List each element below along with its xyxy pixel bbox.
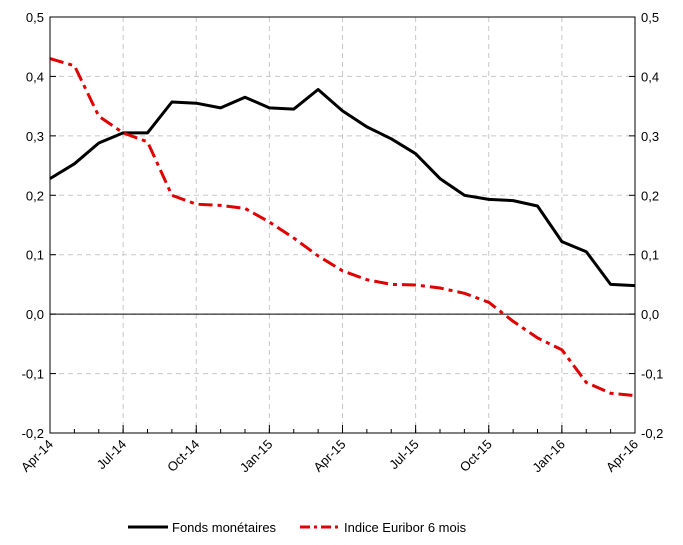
y-axis-left-labels: 0,5 0,4 0,3 0,2 0,1 0,0 -0,1 -0,2 — [22, 10, 44, 441]
y-tick-label-right: -0,2 — [641, 426, 663, 441]
y-tick-label-left: 0,2 — [26, 188, 44, 203]
x-tick-label: Oct-15 — [457, 437, 495, 475]
y-tick-label-left: 0,1 — [26, 248, 44, 263]
x-tick-label: Apr-15 — [310, 437, 348, 475]
y-tick-label-right: 0,3 — [641, 129, 659, 144]
y-tick-label-right: 0,1 — [641, 248, 659, 263]
y-tick-label-left: 0,4 — [26, 69, 44, 84]
axis-ticks — [49, 16, 636, 434]
y-tick-label-right: 0,2 — [641, 188, 659, 203]
legend-label-0: Fonds monétaires — [172, 520, 277, 535]
y-axis-right-labels: 0,5 0,4 0,3 0,2 0,1 0,0 -0,1 -0,2 — [641, 10, 663, 441]
y-tick-label-left: 0,0 — [26, 307, 44, 322]
x-tick-label: Jul-15 — [386, 437, 422, 473]
y-tick-label-right: 0,4 — [641, 69, 659, 84]
legend-label-1: Indice Euribor 6 mois — [344, 520, 467, 535]
x-tick-label: Jan-16 — [529, 437, 568, 476]
legend: Fonds monétaires Indice Euribor 6 mois — [128, 520, 467, 535]
x-tick-label: Jan-15 — [237, 437, 276, 476]
y-tick-label-left: -0,2 — [22, 426, 44, 441]
x-tick-label: Jul-14 — [94, 437, 130, 473]
y-tick-label-right: 0,5 — [641, 10, 659, 25]
x-tick-label: Oct-14 — [164, 437, 202, 475]
y-tick-label-left: 0,5 — [26, 10, 44, 25]
series-line-0 — [49, 88, 636, 288]
y-tick-label-right: 0,0 — [641, 307, 659, 322]
y-tick-label-left: -0,1 — [22, 367, 44, 382]
grid-lines — [50, 17, 635, 433]
y-tick-label-right: -0,1 — [641, 367, 663, 382]
series-line-1 — [49, 57, 636, 398]
y-tick-label-left: 0,3 — [26, 129, 44, 144]
x-tick-label: Apr-14 — [18, 437, 56, 475]
series-lines — [49, 57, 636, 398]
x-tick-label: Apr-16 — [603, 437, 641, 475]
x-axis-labels: Apr-14 Jul-14 Oct-14 Jan-15 Apr-15 Jul-15 Oct-… — [18, 437, 641, 476]
